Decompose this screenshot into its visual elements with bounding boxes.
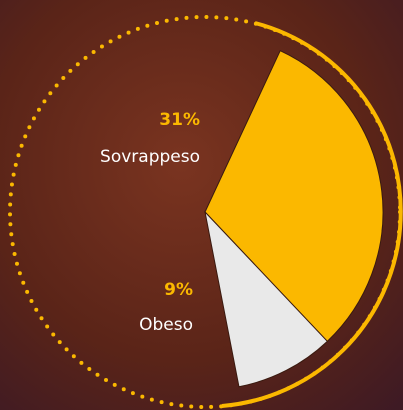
category-label: Obeso bbox=[139, 315, 193, 335]
value-label: 31% bbox=[159, 110, 200, 130]
infographic: 31% Sovrappeso 9% Obeso bbox=[0, 0, 403, 410]
value-label: 9% bbox=[164, 280, 193, 300]
category-label: Sovrappeso bbox=[100, 147, 200, 167]
